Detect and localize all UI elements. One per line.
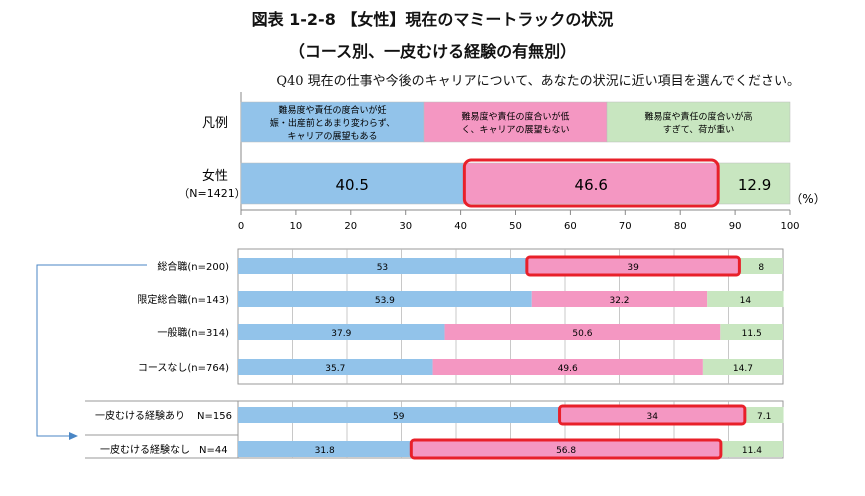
x-tick-label: 50	[509, 221, 522, 232]
legend-label: 難易度や責任の度合いが高	[644, 111, 752, 123]
category-label: 一皮むける経験なし	[100, 443, 190, 456]
category-label: 総合職(n=200)	[157, 260, 229, 273]
legend-swatch-1	[423, 101, 608, 143]
data-label: 50.6	[572, 329, 592, 339]
data-label: 49.6	[558, 364, 578, 374]
legend-label: 難易度や責任の度合いが低	[461, 111, 569, 123]
data-label: 14.7	[733, 364, 753, 374]
category-label: 女性	[202, 168, 228, 184]
bar-segment	[238, 291, 532, 307]
chart-subtitle: （コース別、一皮むける経験の有無別）	[288, 42, 577, 61]
bar-segment	[238, 407, 560, 423]
legend-label: 娠・出産前とあまり変わらず、	[270, 117, 395, 129]
legend-label: キャリアの展望もある	[287, 130, 377, 142]
x-tick-label: 80	[674, 221, 687, 232]
category-label-n: N=44	[199, 445, 228, 456]
x-tick-label: 10	[290, 221, 303, 232]
question-text: Q40 現在の仕事や今後のキャリアについて、あなたの状況に近い項目を選んでくださ…	[276, 74, 800, 89]
bar-segment	[720, 324, 783, 340]
category-label-n: （N=1421）	[178, 187, 245, 200]
bar-segment	[744, 407, 784, 423]
legend-swatch-2	[606, 101, 791, 143]
x-tick-label: 40	[454, 221, 467, 232]
data-label: 31.8	[315, 446, 335, 456]
data-label: 34	[646, 412, 658, 422]
data-label: 32.2	[609, 296, 629, 306]
highlight-box	[462, 158, 720, 208]
highlight-box	[525, 255, 741, 277]
legend-title: 凡例	[202, 116, 228, 131]
data-label: 12.9	[738, 176, 771, 194]
bar-segment	[238, 324, 445, 340]
bar-segment	[240, 162, 464, 205]
data-label: 8	[758, 263, 764, 273]
x-tick-label: 100	[780, 221, 799, 232]
bar-segment	[526, 258, 740, 274]
bar-segment	[238, 359, 433, 375]
data-label: 56.8	[556, 446, 576, 456]
legend-label: く、キャリアの展望もない	[461, 124, 569, 136]
legend-swatch-0	[240, 101, 425, 143]
bar-segment	[432, 359, 703, 375]
data-label: 59	[393, 412, 405, 422]
x-tick-label: 0	[238, 221, 244, 232]
x-tick-label: 70	[619, 221, 632, 232]
bar-segment	[707, 291, 784, 307]
category-label: 限定総合職(n=143)	[137, 293, 229, 306]
arrow-head-icon	[69, 432, 78, 440]
x-tick-label: 90	[729, 221, 742, 232]
bar-segment	[559, 407, 745, 423]
bar-segment	[238, 441, 412, 457]
bracket-arrow-line	[36, 264, 147, 437]
category-label: コースなし(n=764)	[138, 362, 229, 374]
chart-title: 図表 1-2-8 【女性】現在のマミートラックの状況	[251, 10, 614, 29]
unit-label: （%）	[790, 192, 825, 206]
bar-segment	[531, 291, 708, 307]
category-label: 一皮むける経験あり	[95, 409, 185, 422]
data-label: 11.4	[742, 446, 762, 456]
x-tick-label: 20	[344, 221, 357, 232]
data-label: 40.5	[335, 176, 368, 194]
data-label: 37.9	[331, 329, 351, 339]
data-label: 53	[377, 263, 388, 273]
category-label: 一般職(n=314)	[157, 326, 229, 339]
x-tick-label: 60	[564, 221, 577, 232]
data-label: 53.9	[375, 296, 395, 306]
legend-label: 難易度や責任の度合いが妊	[278, 104, 386, 116]
highlight-box	[409, 438, 723, 460]
legend-label: すぎて、荷が重い	[663, 124, 735, 136]
data-label: 14	[740, 296, 752, 306]
data-label: 7.1	[757, 412, 771, 422]
bar-segment	[720, 441, 783, 457]
bar-segment	[739, 258, 783, 274]
bar-segment	[702, 359, 783, 375]
data-label: 39	[627, 263, 639, 273]
category-label-n: N=156	[197, 411, 232, 422]
data-label: 11.5	[742, 329, 762, 339]
highlight-box	[558, 404, 747, 426]
x-tick-label: 30	[399, 221, 412, 232]
bar-segment	[411, 441, 721, 457]
data-label: 35.7	[325, 364, 345, 374]
bar-segment	[444, 324, 721, 340]
data-label: 46.6	[575, 176, 608, 194]
bar-segment	[238, 258, 527, 274]
